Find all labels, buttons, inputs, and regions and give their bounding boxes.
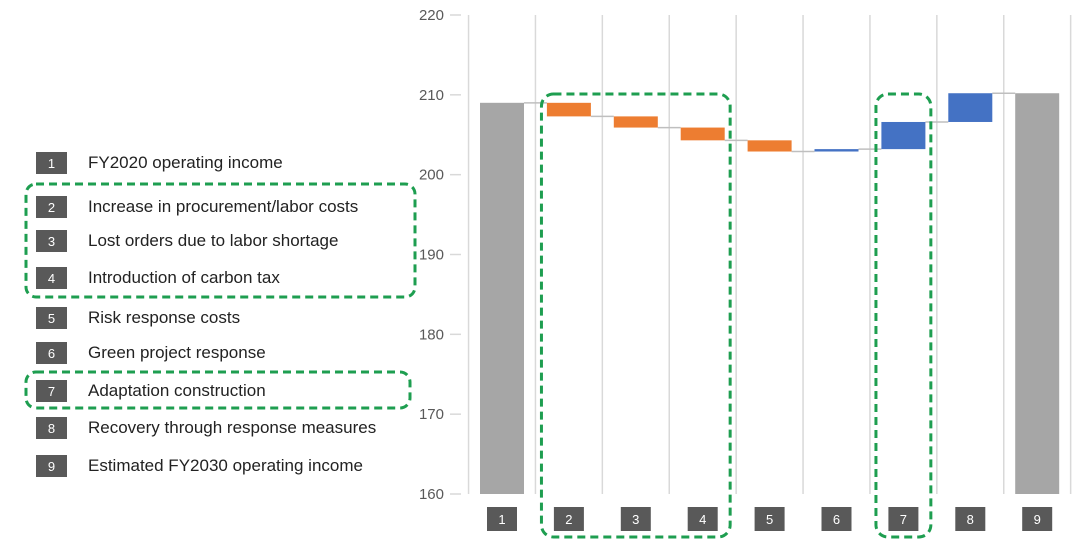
legend-number-badge: 7: [36, 380, 67, 402]
legend-item-3: 3 Lost orders due to labor shortage: [36, 230, 338, 252]
legend-item-1: 1 FY2020 operating income: [36, 152, 283, 174]
y-axis: 160 170 180 190 200 210 220: [419, 7, 461, 503]
legend-label: Green project response: [88, 343, 266, 362]
y-tick-label: 180: [419, 326, 444, 343]
y-tick-label: 200: [419, 167, 444, 184]
category-label: 7: [900, 512, 907, 527]
legend-number-badge: 1: [36, 152, 67, 174]
legend-number-badge: 9: [36, 455, 67, 477]
legend-item-2: 2 Increase in procurement/labor costs: [36, 196, 358, 218]
category-label: 2: [565, 512, 572, 527]
bar-4: [680, 127, 725, 141]
y-tick-label: 210: [419, 87, 444, 104]
category-label: 9: [1034, 512, 1041, 527]
x-axis-category-labels: 1 2 3 4 5 6 7 8 9: [487, 507, 1053, 531]
highlight-box: [539, 92, 732, 539]
category-box: [754, 507, 785, 531]
bar-7: [881, 121, 926, 150]
category-label: 8: [967, 512, 974, 527]
category-box: [821, 507, 852, 531]
y-tick-label: 160: [419, 486, 444, 503]
category-box: [620, 507, 651, 531]
grid-layer: [467, 15, 1072, 494]
bar-2: [546, 102, 591, 117]
legend-number-badge: 3: [36, 230, 67, 252]
legend-item-5: 5 Risk response costs: [36, 307, 240, 329]
bar-5: [747, 140, 792, 152]
bar-6: [814, 149, 859, 152]
category-label: 5: [766, 512, 773, 527]
legend-item-6: 6 Green project response: [36, 342, 266, 364]
legend-item-4: 4 Introduction of carbon tax: [36, 267, 280, 289]
highlight-layer: [539, 92, 933, 539]
category-box: [553, 507, 584, 531]
legend-label: Estimated FY2030 operating income: [88, 456, 363, 475]
category-box: [955, 507, 986, 531]
category-box: [1022, 507, 1053, 531]
legend-item-7: 7 Adaptation construction: [36, 380, 266, 402]
category-label: 3: [632, 512, 639, 527]
legend-label: Adaptation construction: [88, 381, 266, 400]
legend-number-badge: 8: [36, 417, 67, 439]
y-tick-label: 220: [419, 7, 444, 24]
category-label: 6: [833, 512, 840, 527]
legend-label: Risk response costs: [88, 308, 241, 327]
bar-1: [480, 102, 524, 495]
category-label: 1: [498, 512, 505, 527]
highlight-box: [874, 92, 933, 539]
bar-3: [613, 116, 658, 128]
category-box: [487, 507, 517, 531]
legend-label: Increase in procurement/labor costs: [88, 197, 359, 216]
bar-layer: [480, 93, 1060, 495]
y-tick-label: 170: [419, 406, 444, 423]
y-tick-label: 190: [419, 247, 444, 264]
category-label: 4: [699, 512, 706, 527]
legend-label: FY2020 operating income: [88, 153, 283, 172]
legend-number-badge: 2: [36, 196, 67, 218]
category-box: [687, 507, 718, 531]
bar-9: [1015, 93, 1060, 494]
legend-highlight-box: [24, 182, 417, 299]
legend-highlight-layer: [24, 182, 417, 410]
legend-item-9: 9 Estimated FY2030 operating income: [36, 455, 363, 477]
category-box: [888, 507, 919, 531]
legend-label: Introduction of carbon tax: [88, 268, 280, 287]
legend-label: Lost orders due to labor shortage: [88, 231, 339, 250]
legend-number-badge: 4: [36, 267, 67, 289]
legend-number-badge: 6: [36, 342, 67, 364]
legend-highlight-box: [24, 370, 412, 410]
bar-8: [948, 93, 993, 122]
legend-label: Recovery through response measures: [88, 418, 377, 437]
legend-item-8: 8 Recovery through response measures: [36, 417, 376, 439]
legend-number-badge: 5: [36, 307, 67, 329]
